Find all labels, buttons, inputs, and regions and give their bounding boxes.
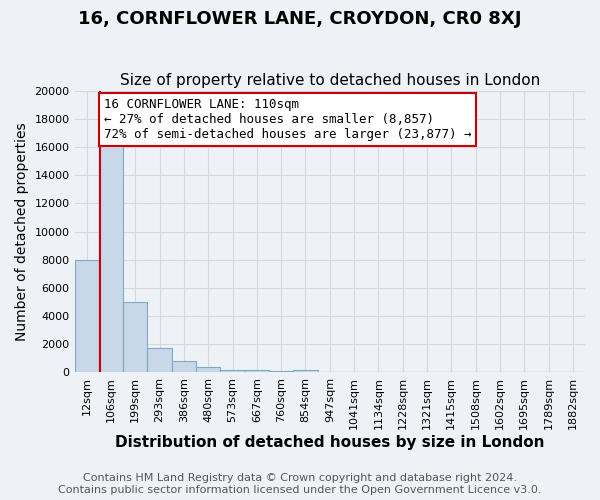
X-axis label: Distribution of detached houses by size in London: Distribution of detached houses by size …	[115, 435, 545, 450]
Bar	[220, 370, 245, 372]
Bar	[293, 370, 317, 372]
Text: Contains HM Land Registry data © Crown copyright and database right 2024.
Contai: Contains HM Land Registry data © Crown c…	[58, 474, 542, 495]
Y-axis label: Number of detached properties: Number of detached properties	[15, 122, 29, 341]
Text: 16, CORNFLOWER LANE, CROYDON, CR0 8XJ: 16, CORNFLOWER LANE, CROYDON, CR0 8XJ	[78, 10, 522, 28]
Bar	[99, 140, 123, 372]
Title: Size of property relative to detached houses in London: Size of property relative to detached ho…	[119, 73, 540, 88]
Bar	[269, 371, 293, 372]
Bar	[74, 260, 99, 372]
Bar	[245, 370, 269, 372]
Bar	[123, 302, 148, 372]
Bar	[148, 348, 172, 372]
Bar	[172, 361, 196, 372]
Bar	[196, 367, 220, 372]
Text: 16 CORNFLOWER LANE: 110sqm
← 27% of detached houses are smaller (8,857)
72% of s: 16 CORNFLOWER LANE: 110sqm ← 27% of deta…	[104, 98, 471, 140]
